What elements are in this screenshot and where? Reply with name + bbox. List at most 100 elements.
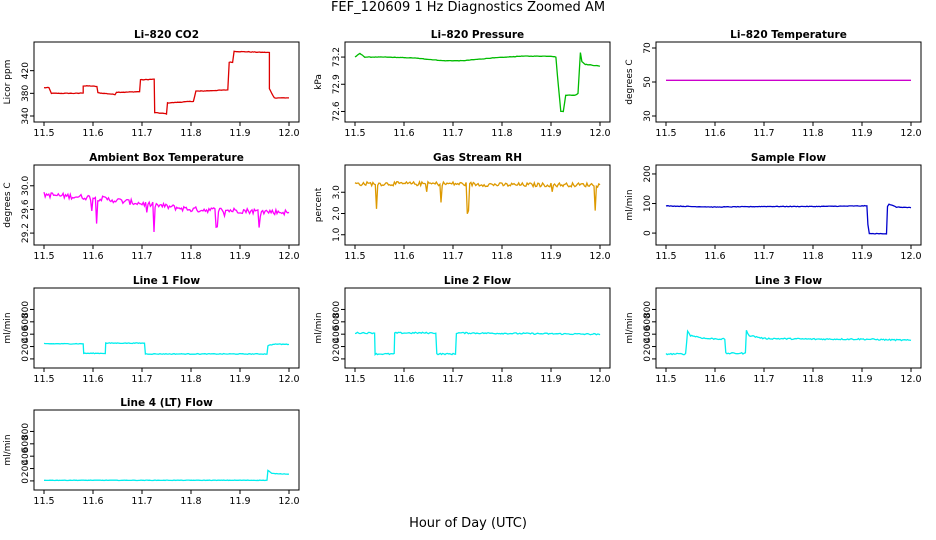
series-line (354, 180, 601, 214)
x-tick-label: 11.9 (540, 374, 561, 385)
series-line (354, 331, 601, 357)
y-tick-label: 600 (21, 313, 31, 330)
x-tick-label: 12.0 (900, 374, 921, 385)
x-tick-label: 11.6 (704, 374, 725, 385)
panel-title: Gas Stream RH (433, 152, 522, 164)
panel-title: Li–820 CO2 (134, 29, 199, 41)
x-tick-label: 12.0 (589, 374, 610, 385)
x-tick-label: 12.0 (589, 128, 610, 139)
x-tick-label: 11.7 (131, 128, 152, 139)
y-tick-label: 800 (332, 301, 342, 318)
y-tick-label: 2.0 (332, 206, 342, 221)
y-tick-label: 0 (643, 356, 653, 362)
panel-frame (655, 41, 922, 123)
y-tick-label: 600 (643, 313, 653, 330)
y-tick-label: 29.2 (21, 223, 31, 243)
x-tick-label: 11.8 (491, 128, 512, 139)
y-tick-label: 3.0 (332, 185, 342, 200)
y-tick-label: 70 (643, 42, 653, 54)
panel-title: Line 3 Flow (755, 275, 822, 287)
y-tick-label: 200 (643, 338, 653, 355)
y-tick-label: 100 (643, 195, 653, 212)
x-tick-label: 11.7 (442, 251, 463, 262)
y-axis-label: degrees C (625, 59, 635, 104)
y-tick-label: 600 (21, 435, 31, 452)
panel-3: Li–820 Temperature 11.5 11.6 11.7 11.8 11.9 12… (625, 29, 922, 139)
x-tick-label: 12.0 (278, 374, 299, 385)
panel-frame (344, 41, 611, 123)
y-tick-label: 200 (21, 338, 31, 355)
x-tick-label: 11.6 (82, 374, 103, 385)
figure-x-axis-label: Hour of Day (UTC) (409, 516, 527, 531)
y-axis-label: ml/min (3, 434, 13, 465)
x-tick-label: 11.6 (704, 251, 725, 262)
y-tick-label: 0 (21, 478, 31, 484)
panel-9: Line 3 Flow 11.5 11.6 11.7 11.8 11.9 12.0 02004… (625, 275, 922, 385)
series-line (43, 342, 290, 356)
x-tick-label: 11.9 (229, 128, 250, 139)
x-tick-label: 11.7 (131, 374, 152, 385)
panel-2: Li–820 Pressure 11.5 11.6 11.7 11.8 11.9 12.0 7… (314, 29, 611, 139)
panel-title: Line 2 Flow (444, 275, 511, 287)
y-axis-label: Licor ppm (3, 60, 13, 105)
y-tick-label: 600 (332, 313, 342, 330)
y-tick-label: 1.0 (332, 227, 342, 242)
x-tick-label: 11.9 (851, 374, 872, 385)
panel-frame (655, 287, 922, 369)
x-tick-label: 11.5 (655, 128, 676, 139)
x-tick-label: 11.9 (229, 251, 250, 262)
x-tick-label: 12.0 (278, 496, 299, 507)
x-tick-label: 11.6 (393, 251, 414, 262)
x-tick-label: 11.6 (82, 128, 103, 139)
x-tick-label: 11.8 (802, 128, 823, 139)
y-tick-label: 800 (643, 301, 653, 318)
series-line (354, 52, 601, 113)
y-tick-label: 0 (21, 356, 31, 362)
y-tick-label: 200 (21, 460, 31, 477)
x-tick-label: 11.9 (851, 128, 872, 139)
y-tick-label: 400 (21, 325, 31, 342)
x-tick-label: 11.7 (753, 374, 774, 385)
x-tick-label: 11.5 (344, 128, 365, 139)
panel-frame (33, 41, 300, 123)
panel-title: Li–820 Temperature (730, 29, 847, 41)
x-tick-label: 11.8 (180, 496, 201, 507)
x-tick-label: 11.9 (540, 251, 561, 262)
y-tick-label: 400 (21, 447, 31, 464)
y-axis-label: kPa (314, 74, 324, 90)
x-tick-label: 11.6 (82, 496, 103, 507)
y-axis-label: ml/min (625, 312, 635, 343)
x-tick-label: 11.8 (180, 251, 201, 262)
panel-4: Ambient Box Temperature 11.5 11.6 11.7 11.8 1… (3, 152, 300, 262)
x-tick-label: 11.7 (442, 128, 463, 139)
y-tick-label: 800 (21, 301, 31, 318)
y-tick-label: 30.0 (21, 175, 31, 195)
x-tick-label: 11.5 (655, 374, 676, 385)
x-tick-label: 11.8 (802, 374, 823, 385)
x-tick-label: 11.8 (491, 374, 512, 385)
y-tick-label: 200 (332, 338, 342, 355)
panel-frame (33, 164, 300, 246)
y-tick-label: 400 (332, 325, 342, 342)
x-tick-label: 11.7 (753, 128, 774, 139)
series-line (43, 50, 289, 115)
x-tick-label: 11.7 (131, 251, 152, 262)
series-line (43, 191, 290, 233)
panel-7: Line 1 Flow 11.5 11.6 11.7 11.8 11.9 12.0 02004… (3, 275, 300, 385)
y-tick-label: 0 (332, 356, 342, 362)
x-tick-label: 11.5 (33, 251, 54, 262)
x-tick-label: 11.6 (393, 374, 414, 385)
panel-title: Line 4 (LT) Flow (120, 397, 213, 409)
x-tick-label: 11.6 (704, 128, 725, 139)
y-axis-label: ml/min (314, 312, 324, 343)
panel-6: Sample Flow 11.5 11.6 11.7 11.8 11.9 12.0 0 100 2… (625, 152, 922, 262)
x-tick-label: 11.8 (491, 251, 512, 262)
panel-title: Sample Flow (751, 152, 826, 164)
series-line (665, 329, 912, 356)
figure-title: FEF_120609 1 Hz Diagnostics Zoomed AM (330, 0, 606, 15)
x-tick-label: 11.8 (802, 251, 823, 262)
y-tick-label: 380 (21, 84, 31, 101)
x-tick-label: 11.9 (540, 128, 561, 139)
x-tick-label: 11.9 (229, 374, 250, 385)
